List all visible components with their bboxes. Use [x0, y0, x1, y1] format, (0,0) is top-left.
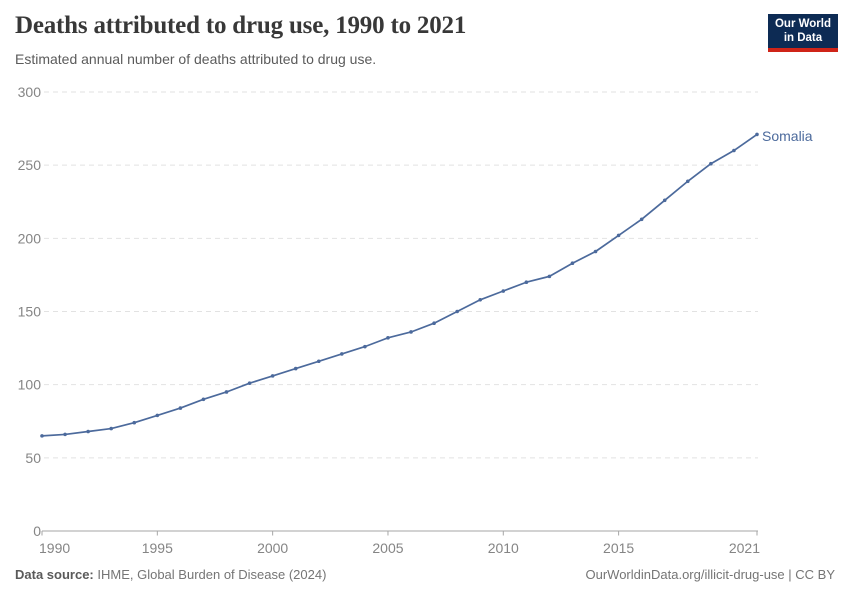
- data-point: [662, 198, 667, 203]
- data-point: [363, 344, 367, 349]
- data-source: Data source: IHME, Global Burden of Dise…: [15, 567, 326, 582]
- somalia-line: [41, 133, 758, 437]
- y-axis-tick-label: 200: [18, 230, 42, 246]
- page-title: Deaths attributed to drug use, 1990 to 2…: [15, 12, 467, 39]
- chart-subtitle: Estimated annual number of deaths attrib…: [15, 51, 377, 67]
- data-point: [86, 429, 90, 434]
- x-axis-tick-label: 2000: [257, 540, 288, 556]
- data-point: [386, 336, 390, 340]
- series-label: Somalia: [762, 128, 813, 144]
- chart-footer: Data source: IHME, Global Burden of Dise…: [15, 567, 835, 582]
- data-point: [293, 366, 298, 371]
- y-axis-tick-label: 300: [18, 84, 42, 100]
- data-point: [732, 148, 736, 153]
- data-point: [755, 132, 759, 137]
- y-axis-tick-label: 0: [33, 523, 41, 539]
- data-point: [686, 179, 690, 184]
- data-point: [547, 274, 552, 279]
- data-point: [616, 233, 621, 238]
- data-point: [155, 413, 160, 418]
- data-point: [109, 426, 113, 431]
- x-axis-tick-label: 2005: [372, 540, 403, 556]
- owid-logo: Our World in Data: [767, 14, 838, 52]
- data-point: [132, 420, 137, 425]
- data-point: [570, 261, 575, 266]
- y-axis-tick-label: 50: [25, 450, 41, 466]
- data-point: [201, 397, 206, 402]
- y-axis-tick-label: 150: [18, 304, 42, 320]
- data-point: [709, 161, 713, 166]
- data-point: [639, 217, 644, 222]
- y-axis-tick-label: 100: [18, 377, 42, 393]
- data-source-text: IHME, Global Burden of Disease (2024): [97, 567, 327, 582]
- data-point: [224, 390, 229, 394]
- data-point: [247, 381, 252, 386]
- y-axis-tick-label: 250: [18, 157, 42, 173]
- x-axis-tick-label: 2015: [603, 540, 634, 556]
- data-point: [63, 432, 67, 437]
- data-point: [409, 330, 413, 334]
- data-point: [501, 289, 506, 293]
- data-source-label: Data source:: [15, 567, 94, 582]
- x-axis-tick-label: 1990: [39, 540, 70, 556]
- data-point: [478, 297, 483, 302]
- data-point: [432, 321, 436, 326]
- data-point: [340, 352, 344, 356]
- data-point: [316, 359, 321, 364]
- data-point: [455, 309, 459, 314]
- x-axis-tick-label: 2021: [729, 540, 760, 556]
- attribution: OurWorldinData.org/illicit-drug-use | CC…: [585, 567, 836, 582]
- owid-logo-line1: Our World: [774, 18, 831, 30]
- data-point: [593, 249, 598, 254]
- x-axis-tick-label: 2010: [488, 540, 519, 556]
- data-point: [270, 374, 275, 378]
- x-axis-tick-label: 1995: [142, 540, 173, 556]
- owid-logo-line2: in Data: [783, 31, 823, 44]
- data-point: [524, 280, 529, 285]
- data-point: [178, 406, 183, 410]
- data-point: [40, 434, 44, 438]
